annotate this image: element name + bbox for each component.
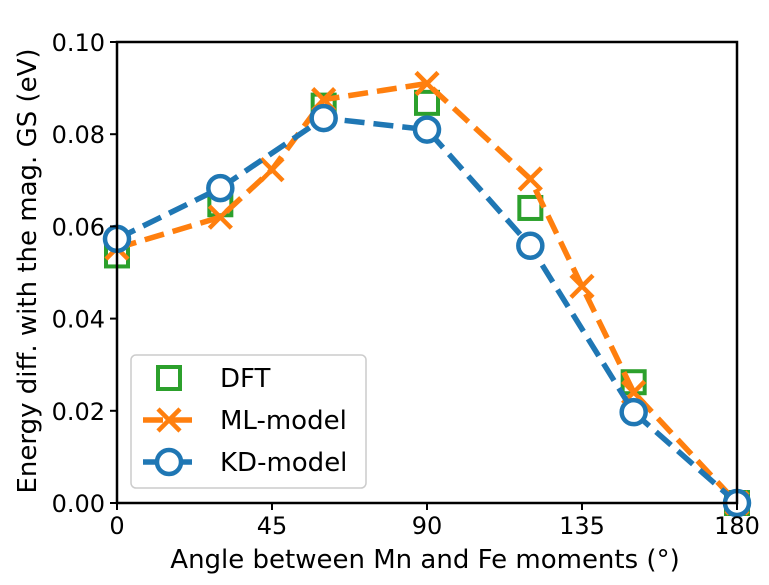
x-marker-stroke (207, 204, 233, 230)
legend: DFT ML-model KD-model (130, 354, 367, 489)
x-marker-stroke (259, 157, 285, 183)
y-tick-label: 0.04 (52, 306, 105, 334)
data-point-ml-model (517, 166, 543, 192)
plot-area (102, 70, 752, 518)
x-axis-label: Angle between Mn and Fe moments (°) (170, 545, 679, 575)
data-point-kd-model (516, 231, 545, 261)
legend-marker-kd-model (154, 447, 184, 477)
legend-box (130, 354, 367, 489)
y-tick-label: 0.10 (52, 29, 105, 57)
x-marker-stroke (156, 407, 182, 433)
series-ml-model (104, 70, 750, 516)
legend-label-ml-model: ML-model (220, 406, 347, 436)
x-tick-label: 0 (109, 512, 124, 540)
axes: 0 45 90 135 180 0.00 0.02 0.04 0.06 0.08 0.10 (52, 29, 760, 540)
legend-entry-ml-model: ML-model (143, 406, 347, 436)
y-tick-label: 0.02 (52, 398, 105, 426)
x-marker-stroke (414, 70, 440, 97)
data-point-dft (414, 89, 440, 116)
y-tick-label: 0.06 (52, 213, 105, 241)
data-point-ml-model (259, 157, 285, 183)
x-tick-label: 90 (412, 512, 443, 540)
x-marker-stroke (569, 273, 595, 299)
y-tick-label: 0.08 (52, 121, 105, 149)
legend-label-kd-model: KD-model (220, 448, 347, 478)
legend-marker-dft (156, 365, 182, 391)
data-point-kd-model (619, 397, 648, 427)
y-axis-label: Energy diff. with the mag. GS (eV) (13, 48, 43, 493)
data-point-ml-model (569, 273, 595, 299)
y-tick-label: 0.00 (52, 490, 105, 518)
data-point-ml-model (414, 70, 440, 97)
data-point-kd-model (412, 115, 442, 144)
x-tick-label: 135 (559, 512, 605, 540)
x-marker-stroke (517, 166, 543, 192)
legend-marker-ml-model (156, 407, 182, 433)
data-point-kd-model (309, 103, 338, 133)
data-point-ml-model (207, 204, 233, 230)
x-tick-label: 180 (714, 512, 760, 540)
legend-label-dft: DFT (220, 364, 271, 394)
legend-entry-dft: DFT (156, 364, 271, 394)
legend-entry-kd-model: KD-model (143, 447, 347, 478)
x-tick-label: 45 (257, 512, 288, 540)
data-point-kd-model (206, 173, 235, 203)
series-line-ml-model (116, 80, 740, 505)
